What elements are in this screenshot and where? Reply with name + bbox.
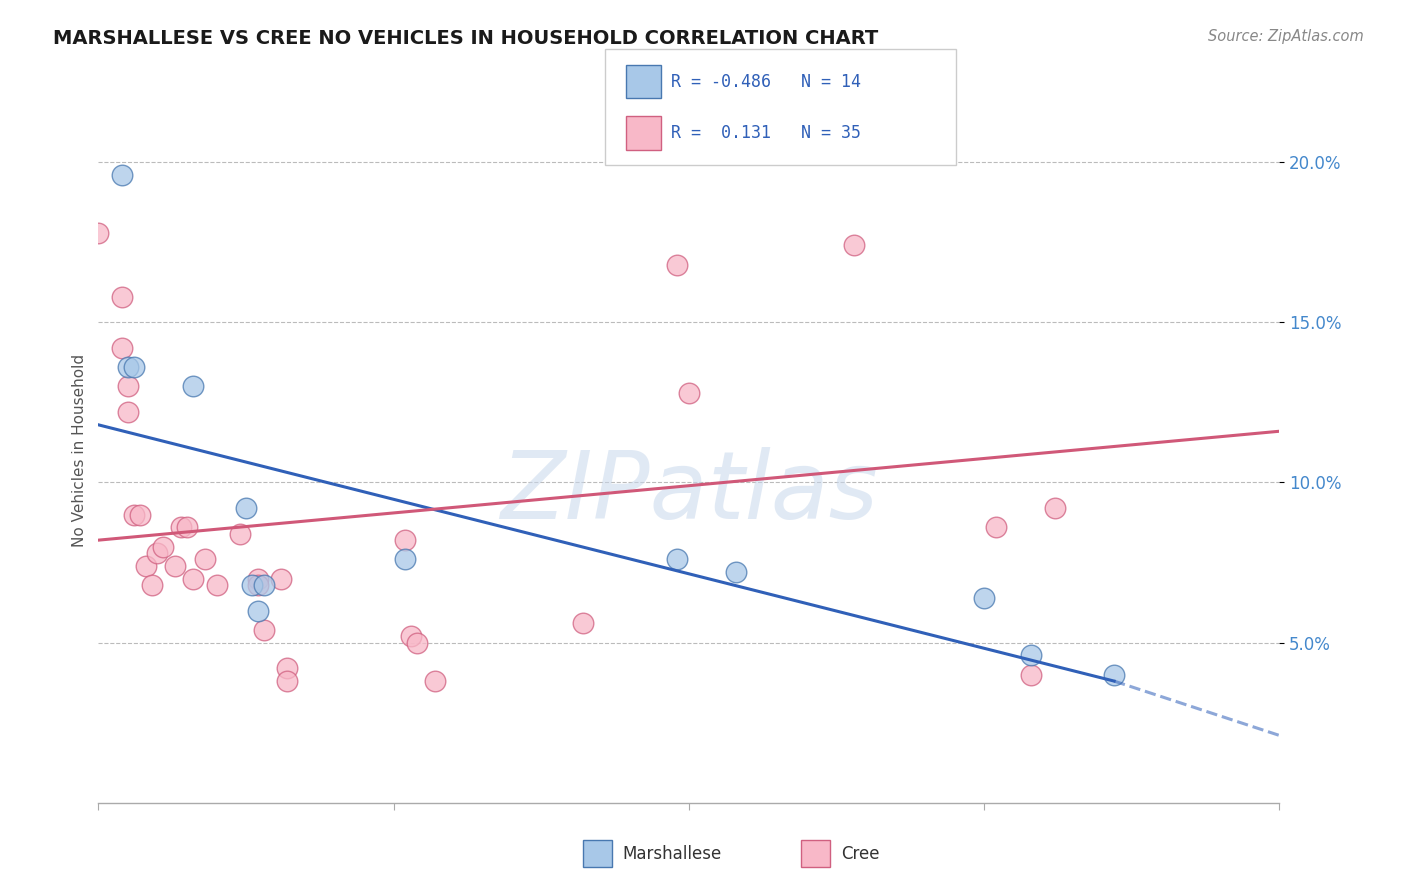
- Point: [406, 635, 429, 649]
- Point: [122, 360, 145, 375]
- Point: [128, 508, 150, 522]
- Point: [1021, 648, 1043, 663]
- Point: [246, 572, 269, 586]
- Point: [984, 520, 1007, 534]
- Point: [571, 616, 593, 631]
- Point: [666, 258, 689, 272]
- Point: [117, 379, 139, 393]
- Point: [111, 290, 134, 304]
- Point: [276, 674, 298, 689]
- Point: [170, 520, 193, 534]
- Point: [205, 578, 228, 592]
- Text: MARSHALLESE VS CREE NO VEHICLES IN HOUSEHOLD CORRELATION CHART: MARSHALLESE VS CREE NO VEHICLES IN HOUSE…: [53, 29, 879, 47]
- Text: Source: ZipAtlas.com: Source: ZipAtlas.com: [1208, 29, 1364, 44]
- Point: [122, 508, 145, 522]
- Point: [135, 558, 157, 573]
- Text: Marshallese: Marshallese: [623, 845, 723, 863]
- Point: [111, 168, 134, 182]
- Text: R = -0.486   N = 14: R = -0.486 N = 14: [671, 72, 860, 90]
- Point: [394, 552, 416, 566]
- Point: [1021, 667, 1043, 681]
- Point: [973, 591, 995, 605]
- Point: [276, 661, 298, 675]
- Point: [87, 226, 110, 240]
- Point: [117, 360, 139, 375]
- Point: [146, 546, 169, 560]
- Text: R =  0.131   N = 35: R = 0.131 N = 35: [671, 124, 860, 142]
- Point: [229, 526, 252, 541]
- Point: [666, 552, 689, 566]
- Point: [401, 629, 423, 643]
- Point: [678, 385, 700, 400]
- Point: [253, 578, 276, 592]
- Point: [176, 520, 198, 534]
- Point: [844, 238, 866, 252]
- Point: [394, 533, 416, 548]
- Point: [141, 578, 163, 592]
- Point: [246, 578, 269, 592]
- Point: [117, 405, 139, 419]
- Point: [181, 572, 204, 586]
- Point: [246, 604, 269, 618]
- Point: [725, 565, 748, 579]
- Text: Cree: Cree: [841, 845, 879, 863]
- Point: [240, 578, 263, 592]
- Point: [1102, 667, 1125, 681]
- Point: [235, 501, 257, 516]
- Point: [181, 379, 204, 393]
- Point: [423, 674, 446, 689]
- Point: [270, 572, 292, 586]
- Point: [152, 540, 174, 554]
- Point: [111, 341, 134, 355]
- Point: [194, 552, 217, 566]
- Y-axis label: No Vehicles in Household: No Vehicles in Household: [72, 354, 87, 547]
- Text: ZIPatlas: ZIPatlas: [501, 447, 877, 538]
- Point: [165, 558, 187, 573]
- Point: [1043, 501, 1066, 516]
- Point: [253, 623, 276, 637]
